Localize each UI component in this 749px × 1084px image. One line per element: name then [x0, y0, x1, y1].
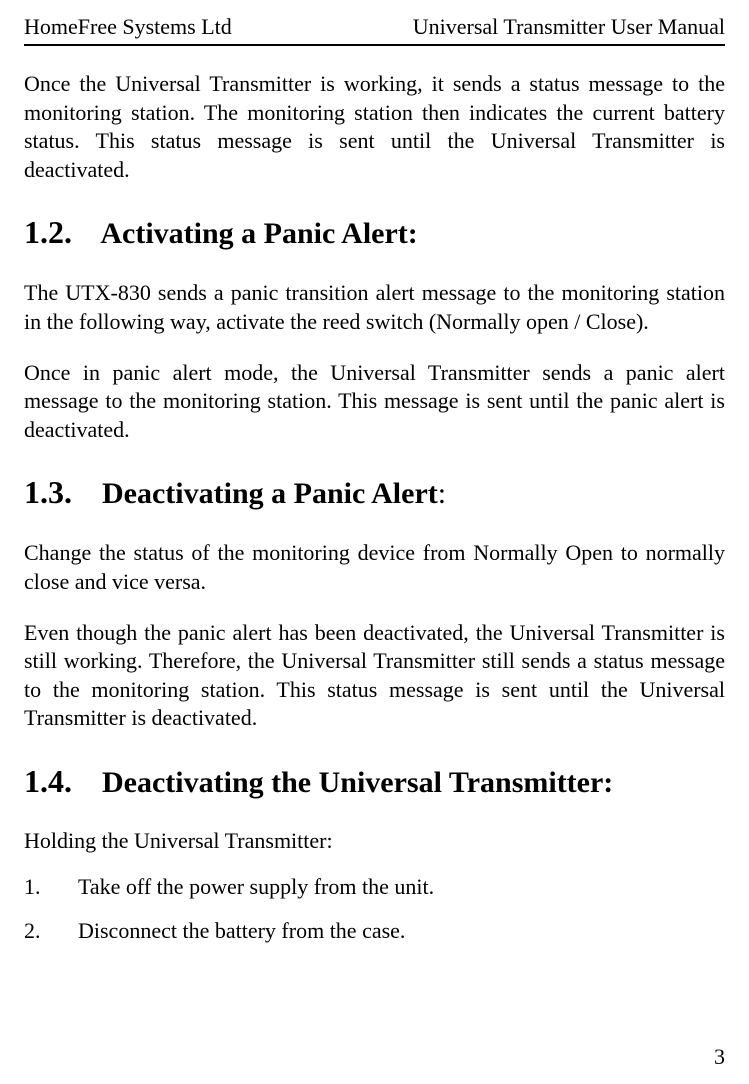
- section-1-3-number: 1.3.: [24, 474, 72, 510]
- section-1-2-number: 1.2.: [24, 214, 72, 250]
- step-2-number: 2.: [24, 918, 78, 944]
- section-1-3-para-2: Even though the panic alert has been dea…: [24, 619, 725, 733]
- header-company: HomeFree Systems Ltd: [24, 14, 232, 40]
- list-item: 1. Take off the power supply from the un…: [24, 874, 725, 900]
- section-1-4-title: Deactivating the Universal Transmitter:: [102, 766, 613, 799]
- section-1-3-para-1: Change the status of the monitoring devi…: [24, 539, 725, 596]
- section-1-2-para-1: The UTX-830 sends a panic transition ale…: [24, 279, 725, 336]
- section-1-2-heading: 1.2. Activating a Panic Alert:: [24, 214, 725, 251]
- page-number: 3: [714, 1044, 725, 1070]
- intro-paragraph: Once the Universal Transmitter is workin…: [24, 70, 725, 184]
- section-1-4-intro: Holding the Universal Transmitter:: [24, 828, 725, 854]
- step-1-number: 1.: [24, 874, 78, 900]
- section-1-4-heading: 1.4. Deactivating the Universal Transmit…: [24, 763, 725, 800]
- section-1-3-title-colon: :: [438, 477, 446, 510]
- section-1-2-para-2: Once in panic alert mode, the Universal …: [24, 359, 725, 445]
- section-1-3-title: Deactivating a Panic Alert: [102, 477, 438, 510]
- header-manual-title: Universal Transmitter User Manual: [413, 14, 725, 40]
- list-item: 2. Disconnect the battery from the case.: [24, 918, 725, 944]
- page-header: HomeFree Systems Ltd Universal Transmitt…: [24, 14, 725, 46]
- section-1-2-title: Activating a Panic Alert:: [100, 217, 417, 250]
- step-2-text: Disconnect the battery from the case.: [78, 918, 405, 944]
- section-1-3-heading: 1.3. Deactivating a Panic Alert:: [24, 474, 725, 511]
- step-1-text: Take off the power supply from the unit.: [78, 874, 434, 900]
- section-1-4-number: 1.4.: [24, 763, 72, 799]
